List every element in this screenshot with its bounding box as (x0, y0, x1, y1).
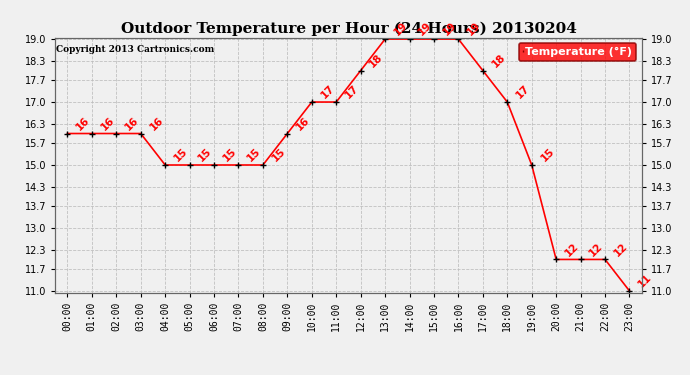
Text: 15: 15 (539, 146, 556, 164)
Text: 19: 19 (441, 21, 458, 38)
Text: 15: 15 (197, 146, 214, 164)
Text: 15: 15 (172, 146, 190, 164)
Text: 15: 15 (221, 146, 238, 164)
Text: 19: 19 (417, 21, 434, 38)
Title: Outdoor Temperature per Hour (24 Hours) 20130204: Outdoor Temperature per Hour (24 Hours) … (121, 22, 576, 36)
Text: 12: 12 (588, 241, 605, 258)
Text: 15: 15 (246, 146, 263, 164)
Text: 15: 15 (270, 146, 287, 164)
Text: 16: 16 (75, 115, 92, 132)
Text: 16: 16 (295, 115, 312, 132)
Text: 19: 19 (392, 21, 409, 38)
Text: 16: 16 (99, 115, 116, 132)
Text: 12: 12 (563, 241, 580, 258)
Text: 17: 17 (343, 83, 361, 100)
Text: Copyright 2013 Cartronics.com: Copyright 2013 Cartronics.com (57, 45, 215, 54)
Text: 16: 16 (148, 115, 165, 132)
Text: 12: 12 (612, 241, 629, 258)
Text: 16: 16 (124, 115, 141, 132)
Text: 17: 17 (514, 83, 532, 100)
Text: 11: 11 (636, 272, 653, 290)
Text: 19: 19 (465, 21, 482, 38)
Text: 18: 18 (368, 52, 385, 69)
Text: 17: 17 (319, 83, 336, 100)
Legend: Temperature (°F): Temperature (°F) (519, 43, 636, 61)
Text: 18: 18 (490, 52, 507, 69)
